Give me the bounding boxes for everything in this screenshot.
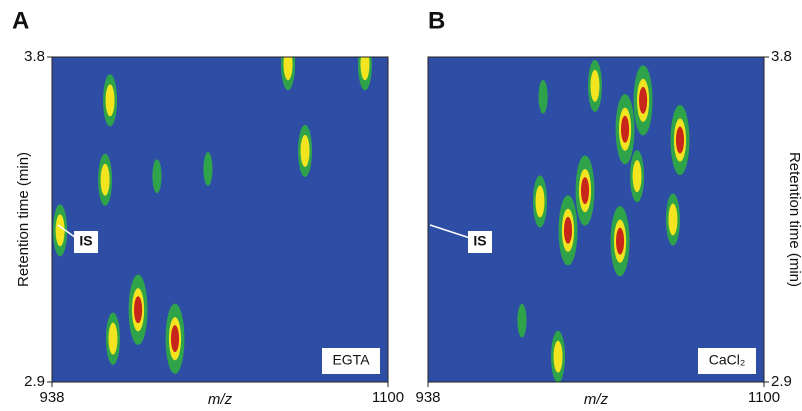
peak xyxy=(639,86,648,114)
y-tick-label: 2.9 xyxy=(771,373,792,390)
y-tick-label: 3.8 xyxy=(24,48,45,65)
x-tick-label: 1100 xyxy=(748,389,780,406)
panel-label: B xyxy=(428,7,445,34)
x-axis-label: m/z xyxy=(208,391,233,408)
plot-frame xyxy=(51,56,389,383)
x-tick-label: 938 xyxy=(39,389,64,406)
x-tick-label: 938 xyxy=(415,389,440,406)
x-tick-label: 1100 xyxy=(372,389,404,406)
peak xyxy=(563,216,573,244)
y-axis-label: Retention time (min) xyxy=(15,152,32,287)
condition-box xyxy=(322,348,380,374)
peak xyxy=(360,57,370,81)
condition-label: EGTA xyxy=(332,352,370,368)
marker-leader xyxy=(429,224,471,239)
peak xyxy=(620,115,630,143)
peak xyxy=(170,325,180,353)
y-tick-label: 3.8 xyxy=(771,48,792,65)
peaks xyxy=(517,59,690,382)
peak xyxy=(675,126,685,154)
peaks xyxy=(53,57,372,374)
peak xyxy=(590,69,600,102)
y-axis-label: Retention time (min) xyxy=(786,152,802,287)
x-axis-label: m/z xyxy=(584,391,609,408)
peak xyxy=(134,296,143,324)
marker-label: IS xyxy=(79,233,92,249)
peak xyxy=(535,185,545,218)
peak xyxy=(517,303,527,338)
peak xyxy=(105,84,115,117)
condition-box xyxy=(698,348,756,374)
peak xyxy=(108,322,118,355)
marker-box xyxy=(74,231,98,253)
peak xyxy=(632,160,642,193)
peak xyxy=(538,79,548,114)
marker-label: IS xyxy=(473,233,486,249)
peak xyxy=(553,340,563,373)
peak xyxy=(100,163,110,196)
peak xyxy=(580,177,590,205)
plot-frame xyxy=(427,56,765,383)
peak xyxy=(203,152,213,186)
peak xyxy=(300,134,310,167)
plot-background xyxy=(52,57,388,382)
peak xyxy=(668,203,678,236)
peak xyxy=(55,214,65,247)
peak xyxy=(283,57,293,81)
marker-leader xyxy=(57,224,77,239)
panel-label: A xyxy=(12,7,29,34)
y-tick-label: 2.9 xyxy=(24,373,45,390)
peak xyxy=(152,159,162,194)
condition-label: CaCl₂ xyxy=(709,352,746,368)
marker-box xyxy=(468,231,492,253)
peak xyxy=(616,227,625,255)
